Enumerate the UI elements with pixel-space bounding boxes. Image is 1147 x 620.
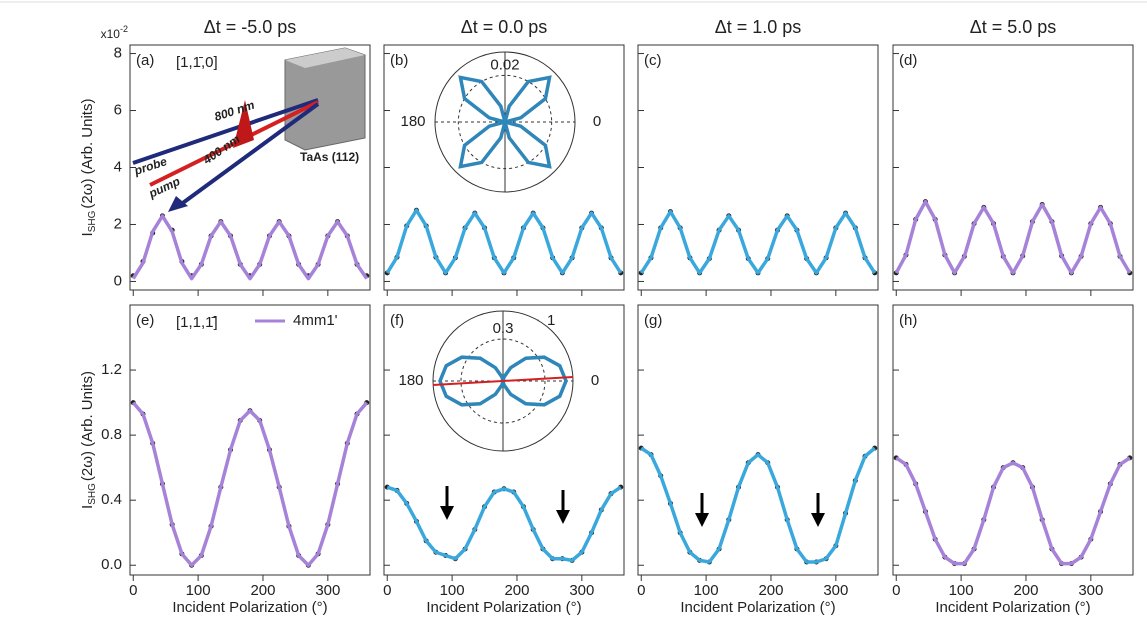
x-tick-label: 300	[569, 582, 594, 599]
polar-line	[458, 75, 552, 169]
r-grid	[457, 74, 553, 170]
fit-direction	[432, 376, 574, 386]
column-title: Δt = -5.0 ps	[204, 17, 297, 37]
x-axis-label: Incident Polarization (°)	[172, 599, 327, 616]
x-tick-label: 0	[892, 582, 900, 599]
y-multiplier: x10-2	[101, 24, 128, 41]
column-title: Δt = 1.0 ps	[715, 17, 802, 37]
legend-label: 1	[547, 312, 555, 329]
panel-label: (g)	[644, 312, 662, 329]
fit-line	[895, 456, 1131, 566]
fit-line	[386, 485, 622, 563]
x-tick-label: 300	[1078, 582, 1103, 599]
panel-label: (b)	[390, 52, 408, 69]
y-tick-label: 0.0	[101, 556, 122, 573]
x-tick-label: 0	[637, 582, 645, 599]
fit-line	[894, 199, 1132, 275]
arrows	[440, 486, 825, 527]
y-tick-label: 2	[114, 215, 122, 232]
x-tick-label: 0	[383, 582, 391, 599]
column-title: Δt = 0.0 ps	[461, 17, 548, 37]
column-title: Δt = 5.0 ps	[970, 17, 1057, 37]
theta-tick-label: 0	[591, 372, 599, 389]
schematic-label: 800 nm	[213, 98, 257, 124]
x-tick-label: 100	[440, 582, 465, 599]
y-label-sub: SHG	[87, 483, 98, 505]
fit-line	[640, 446, 876, 564]
r-grid	[460, 338, 546, 424]
r-tick-label: 0.3	[493, 320, 514, 337]
y-label-rest: (2ω) (Arb. Units)	[79, 99, 96, 209]
schematic-label: TaAs (112)	[300, 150, 359, 164]
y-axis-label: ISHG (2ω) (Arb. Units)	[79, 371, 98, 509]
direction-label: [1,1̄,0]	[176, 54, 218, 71]
x-tick-label: 100	[949, 582, 974, 599]
multiplier-base: x10	[101, 27, 121, 41]
schematic	[132, 47, 366, 212]
theta-tick-label: 0	[593, 113, 601, 130]
x-tick-label: 200	[1013, 582, 1038, 599]
panel-label: (f)	[390, 312, 404, 329]
x-tick-label: 200	[758, 582, 783, 599]
y-tick-label: 0	[114, 272, 122, 289]
y-label-rest: (2ω) (Arb. Units)	[79, 371, 96, 481]
panel-label: (d)	[899, 52, 917, 69]
x-tick-label: 200	[504, 582, 529, 599]
plot-frame	[129, 304, 371, 576]
plot-frame	[892, 304, 1134, 576]
panel-label: (c)	[644, 52, 662, 69]
theta-tick-label: 180	[398, 372, 423, 389]
polar-line	[438, 355, 568, 407]
y-tick-label: 1.2	[101, 361, 122, 378]
x-tick-label: 100	[186, 582, 211, 599]
plot-frame	[637, 304, 879, 576]
direction-label: [1,1,1̄]	[176, 314, 218, 331]
x-tick-label: 200	[250, 582, 275, 599]
y-axis-label: ISHG(2ω) (Arb. Units)	[79, 99, 98, 237]
panel-label: (a)	[136, 52, 154, 69]
fit-line	[131, 214, 369, 281]
legend-label: 4mm1'	[293, 312, 338, 329]
y-tick-label: 8	[114, 45, 122, 62]
x-tick-label: 100	[694, 582, 719, 599]
fit-line	[639, 209, 877, 275]
plot-frame	[383, 304, 625, 576]
y-label-main: I	[79, 505, 96, 509]
panel-label: (h)	[899, 312, 917, 329]
y-tick-label: 4	[114, 158, 122, 175]
x-axis-label: Incident Polarization (°)	[935, 599, 1090, 616]
y-tick-label: 0.4	[101, 491, 122, 508]
panel-label: (e)	[136, 312, 154, 329]
theta-tick-label: 180	[400, 113, 425, 130]
multiplier-exp: -2	[120, 24, 128, 34]
y-tick-label: 6	[114, 101, 122, 118]
y-label-sub: SHG	[87, 210, 98, 232]
x-axis-label: Incident Polarization (°)	[426, 599, 581, 616]
y-label-main: I	[79, 232, 96, 236]
x-axis-label: Incident Polarization (°)	[680, 599, 835, 616]
plot-frame	[892, 44, 1134, 291]
plot-frame	[637, 44, 879, 291]
x-tick-label: 0	[129, 582, 137, 599]
fit-line	[385, 208, 623, 275]
r-tick-label: 0.02	[490, 56, 519, 73]
y-tick-label: 0.8	[101, 426, 122, 443]
x-tick-label: 300	[823, 582, 848, 599]
x-tick-label: 300	[315, 582, 340, 599]
fit-line	[131, 401, 369, 567]
